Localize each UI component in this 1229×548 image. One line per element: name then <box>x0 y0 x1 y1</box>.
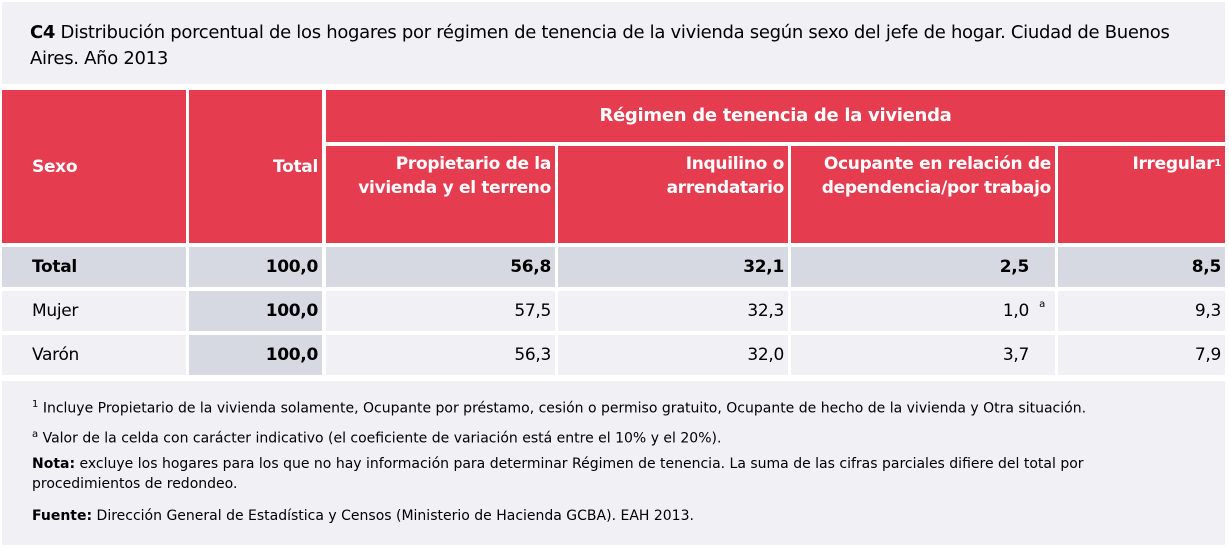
table-cell: 32,3 <box>558 291 788 331</box>
cell-total: 100,0 <box>189 247 322 287</box>
table-cell: 57,5 <box>326 291 555 331</box>
header-sexo: Sexo <box>2 90 186 243</box>
cell-total: 100,0 <box>189 291 322 331</box>
table-cell: 7,9 <box>1058 335 1225 375</box>
footnote-mark: a <box>1039 299 1045 310</box>
table-cell: 8,5 <box>1058 247 1225 287</box>
row-label: Varón <box>2 335 186 375</box>
cell-value: 8,5 <box>1191 257 1222 277</box>
cell-value: 1,0 <box>1002 301 1029 321</box>
header-ocupante: Ocupante en relación de dependencia/por … <box>791 146 1055 243</box>
nota-text: excluye los hogares para los que no hay … <box>32 456 1084 493</box>
nota-label: Nota: <box>32 456 76 473</box>
table-cell: 56,8 <box>326 247 555 287</box>
irregular-label: Irregular <box>1132 154 1215 174</box>
cell-value: 3,7 <box>1002 345 1029 365</box>
cell-value: 57,5 <box>514 301 551 321</box>
nota: Nota: excluye los hogares para los que n… <box>32 454 1195 494</box>
table-cell: 56,3 <box>326 335 555 375</box>
fuente-label: Fuente: <box>32 508 93 525</box>
cell-value: 56,3 <box>514 345 551 365</box>
cell-value: 32,0 <box>747 345 784 365</box>
header-group: Régimen de tenencia de la vivienda <box>326 90 1225 142</box>
fuente-text: Dirección General de Estadística y Censo… <box>92 508 694 525</box>
header-total: Total <box>189 90 322 243</box>
row-label: Mujer <box>2 291 186 331</box>
footnote-mark: 1 <box>1214 158 1221 169</box>
table-cell: 32,1 <box>558 247 788 287</box>
cell-value: 7,9 <box>1194 345 1221 365</box>
footnote-1: 1 Incluye Propietario de la vivienda sol… <box>32 395 1195 419</box>
footnote-text: Valor de la celda con carácter indicativ… <box>38 430 722 447</box>
footnote-a: a Valor de la celda con carácter indicat… <box>32 425 1195 449</box>
footnote-text: Incluye Propietario de la vivienda solam… <box>38 400 1087 417</box>
table-code: C4 <box>30 22 56 43</box>
cell-total: 100,0 <box>189 335 322 375</box>
cell-value: 32,3 <box>747 301 784 321</box>
table-cell: 32,0 <box>558 335 788 375</box>
header-propietario: Propietario de la vivienda y el terreno <box>326 146 555 243</box>
row-label: Total <box>2 247 186 287</box>
cell-value: 32,1 <box>743 257 784 277</box>
header-irregular: Irregular 1 <box>1058 146 1225 243</box>
fuente: Fuente: Dirección General de Estadística… <box>32 506 1195 526</box>
table-cell: 2,5 <box>791 247 1055 287</box>
table-cell: 3,7 <box>791 335 1055 375</box>
table-footer: 1 Incluye Propietario de la vivienda sol… <box>2 381 1225 545</box>
footnote-mark: a <box>32 428 39 440</box>
header-inquilino: Inquilino o arrendatario <box>558 146 788 243</box>
cell-value: 2,5 <box>999 257 1030 277</box>
footnote-mark: 1 <box>32 399 39 410</box>
table-title: C4 Distribución porcentual de los hogare… <box>2 2 1225 84</box>
title-text: Distribución porcentual de los hogares p… <box>30 22 1170 69</box>
cell-value: 56,8 <box>510 257 551 277</box>
table-cell: 9,3 <box>1058 291 1225 331</box>
table-cell: 1,0 a <box>791 291 1055 331</box>
cell-value: 9,3 <box>1194 301 1221 321</box>
